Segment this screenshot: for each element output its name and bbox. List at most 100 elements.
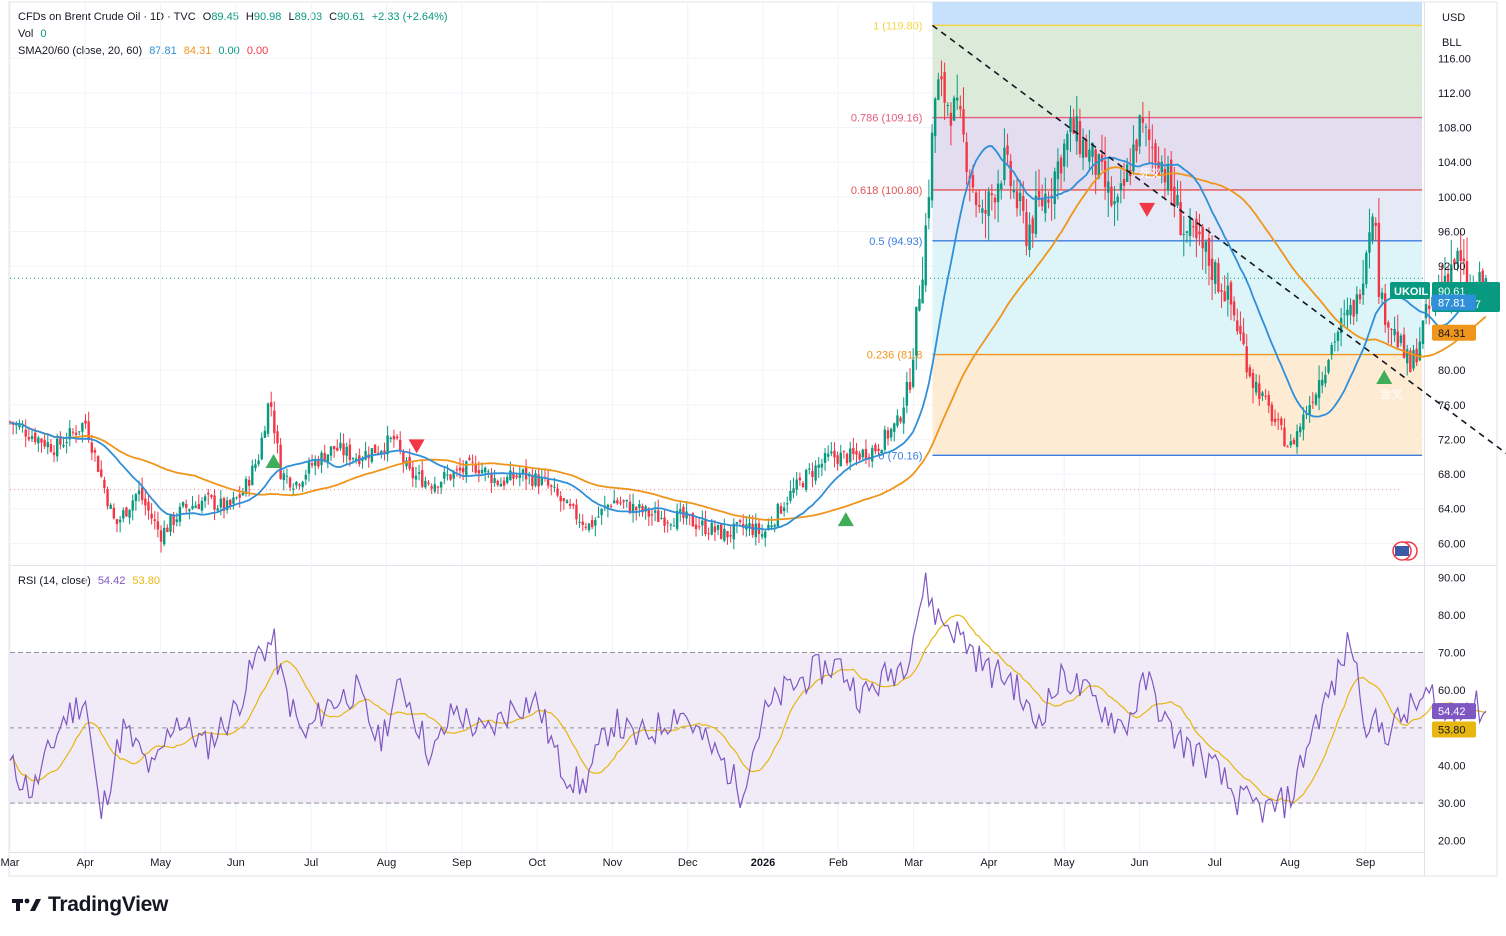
candle-body: [194, 505, 197, 508]
candle-body: [786, 503, 789, 505]
volume-value: 0: [40, 28, 47, 40]
candle-body: [631, 503, 635, 513]
candle-body: [716, 524, 720, 530]
candle-body: [144, 498, 147, 506]
ohlc-low-label: L: [288, 11, 295, 23]
candle-body: [1242, 332, 1245, 345]
price-tick-label: 60.00: [1438, 538, 1466, 550]
candle-body: [1229, 282, 1233, 305]
currency-button[interactable]: USD: [1442, 12, 1466, 24]
candle-body: [984, 209, 987, 214]
candle-body: [1361, 283, 1365, 295]
candle-body: [62, 444, 65, 447]
candle-body: [568, 503, 572, 506]
candle-body: [581, 521, 584, 525]
candle-body: [216, 508, 219, 511]
candle-body: [978, 205, 981, 207]
candle-body: [1113, 201, 1116, 205]
candle-body: [140, 487, 144, 501]
price-tick-label: 80.00: [1438, 365, 1466, 377]
candle-body: [1456, 250, 1459, 264]
candle-body: [1141, 117, 1145, 123]
sma20-badge-label: 87.81: [1438, 297, 1466, 309]
candle-body: [496, 480, 499, 485]
candle-body: [1116, 196, 1119, 203]
candle-body: [1085, 140, 1088, 158]
unit-button[interactable]: BLL: [1442, 37, 1462, 49]
candle-body: [15, 424, 18, 426]
price-tick-label: 96.00: [1438, 227, 1466, 239]
price-tick-label: 112.00: [1438, 88, 1471, 100]
candle-body: [650, 514, 654, 516]
candle-body: [1125, 164, 1129, 182]
candle-body: [134, 494, 138, 502]
candle-body: [949, 112, 953, 126]
candle-body: [499, 483, 503, 487]
candle-body: [1053, 171, 1056, 205]
candle-body: [754, 523, 758, 538]
candle-body: [443, 472, 446, 479]
candle-body: [764, 531, 767, 538]
candle-body: [597, 516, 600, 518]
rsi-tick-label: 40.00: [1438, 760, 1466, 772]
candle-body: [159, 530, 163, 542]
candle-body: [1478, 272, 1481, 286]
candle-body: [1267, 395, 1270, 406]
candle-body: [826, 453, 830, 457]
candle-body: [229, 499, 232, 506]
symbol-title[interactable]: CFDs on Brent Crude Oil · 1D · TVC: [18, 11, 196, 23]
candle-body: [515, 475, 518, 478]
fib-zone: [932, 117, 1422, 190]
candle-body: [839, 452, 842, 467]
candle-body: [257, 460, 260, 465]
candle-body: [940, 76, 943, 80]
candle-body: [836, 455, 839, 464]
candle-body: [37, 437, 40, 444]
candle-body: [625, 499, 628, 502]
fib-zone: [932, 354, 1422, 456]
fib-level-label: 0.236 (81.8: [867, 350, 923, 362]
candle-body: [147, 501, 150, 511]
sell-signal-icon: [1139, 202, 1156, 217]
candle-body: [512, 473, 515, 479]
sma-legend[interactable]: SMA20/60 (close, 20, 60) 87.81 84.31 0.0…: [18, 44, 272, 58]
candle-body: [773, 524, 776, 527]
candle-body: [254, 464, 257, 469]
rsi-legend[interactable]: RSI (14, close) 54.42 53.80: [18, 574, 164, 588]
candle-body: [222, 498, 226, 511]
candle-body: [1063, 143, 1066, 167]
candle-body: [175, 519, 178, 523]
candle-body: [952, 97, 956, 121]
candle-body: [1176, 194, 1179, 206]
candle-body: [210, 495, 213, 498]
candle-body: [1399, 335, 1403, 343]
candle-body: [889, 428, 893, 438]
candle-body: [1047, 199, 1050, 203]
candle-body: [364, 450, 367, 460]
candle-body: [207, 493, 210, 495]
candle-body: [68, 428, 71, 440]
candle-body: [285, 475, 289, 477]
candle-body: [1321, 379, 1324, 386]
buy-signal-icon: [265, 454, 282, 469]
candle-body: [81, 423, 84, 432]
symbol-badge: [1390, 282, 1430, 299]
price-change: +2.33 (+2.64%): [371, 11, 448, 23]
candle-body: [269, 402, 273, 407]
candle-body: [241, 492, 245, 496]
candle-body: [310, 463, 314, 466]
tradingview-logo[interactable]: TradingView: [12, 893, 168, 917]
candle-body: [1056, 161, 1060, 180]
candle-body: [1214, 262, 1217, 284]
candle-body: [905, 381, 909, 406]
candle-body: [871, 447, 874, 462]
candle-body: [1207, 238, 1211, 266]
ohlc-close-label: C: [329, 11, 338, 23]
buy-signal-icon: [837, 512, 854, 527]
candle-body: [1424, 304, 1428, 319]
volume-legend[interactable]: Vol 0: [18, 27, 50, 41]
brand-name: TradingView: [48, 893, 169, 916]
candle-body: [1022, 196, 1025, 211]
candle-body: [84, 420, 87, 424]
